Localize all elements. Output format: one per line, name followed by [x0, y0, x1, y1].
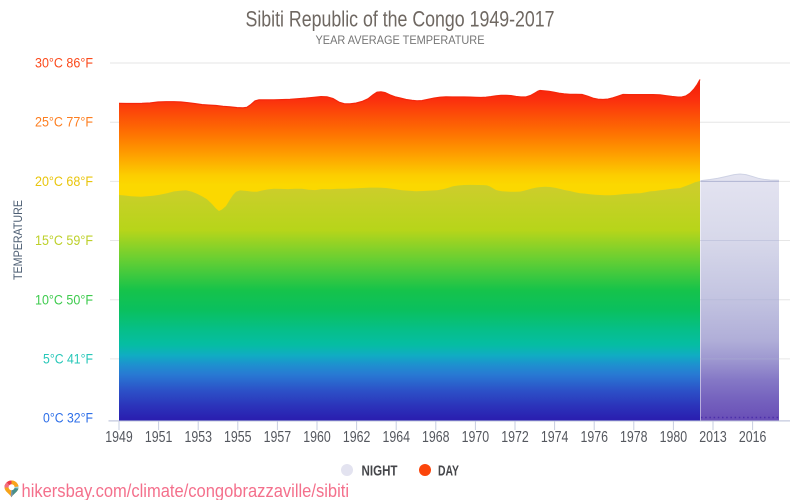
svg-text:2016: 2016	[739, 429, 767, 446]
svg-text:1951: 1951	[145, 429, 173, 446]
svg-text:2013: 2013	[699, 429, 727, 446]
svg-text:1972: 1972	[501, 429, 529, 446]
svg-text:20°C 68°F: 20°C 68°F	[35, 174, 93, 189]
svg-text:TEMPERATURE: TEMPERATURE	[11, 200, 25, 280]
svg-text:30°C 86°F: 30°C 86°F	[35, 56, 93, 71]
svg-text:1970: 1970	[462, 429, 490, 446]
svg-text:5°C 41°F: 5°C 41°F	[43, 351, 93, 366]
svg-text:15°C 59°F: 15°C 59°F	[35, 233, 93, 248]
svg-text:1974: 1974	[541, 429, 569, 446]
svg-text:10°C 50°F: 10°C 50°F	[35, 292, 93, 307]
svg-text:1949: 1949	[105, 429, 133, 446]
svg-text:1968: 1968	[422, 429, 450, 446]
svg-text:NIGHT: NIGHT	[362, 464, 398, 480]
svg-text:hikersbay.com/climate/congobra: hikersbay.com/climate/congobrazzaville/s…	[22, 481, 350, 500]
svg-text:Sibiti Republic of the Congo 1: Sibiti Republic of the Congo 1949-2017	[246, 7, 555, 32]
svg-text:1955: 1955	[224, 429, 252, 446]
svg-text:1960: 1960	[303, 429, 331, 446]
svg-text:1957: 1957	[264, 429, 292, 446]
svg-text:1962: 1962	[343, 429, 371, 446]
svg-text:1976: 1976	[580, 429, 608, 446]
svg-text:DAY: DAY	[438, 464, 459, 480]
svg-text:1978: 1978	[620, 429, 648, 446]
svg-text:25°C 77°F: 25°C 77°F	[35, 115, 93, 130]
svg-text:1964: 1964	[382, 429, 410, 446]
svg-text:1980: 1980	[660, 429, 688, 446]
svg-text:0°C 32°F: 0°C 32°F	[43, 411, 93, 426]
svg-text:1953: 1953	[184, 429, 212, 446]
svg-text:YEAR AVERAGE TEMPERATURE: YEAR AVERAGE TEMPERATURE	[316, 33, 485, 47]
